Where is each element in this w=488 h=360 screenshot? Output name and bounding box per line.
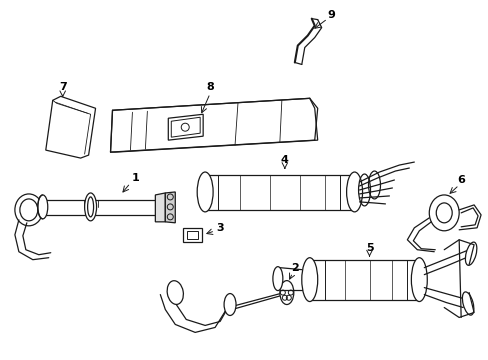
Polygon shape [110, 98, 317, 152]
Text: 5: 5 [365, 243, 372, 253]
Polygon shape [46, 96, 95, 158]
Text: 4: 4 [280, 155, 288, 165]
Text: 1: 1 [131, 173, 139, 183]
Ellipse shape [197, 172, 213, 212]
Text: 3: 3 [216, 223, 224, 233]
Polygon shape [155, 193, 165, 222]
Ellipse shape [410, 258, 427, 302]
Ellipse shape [462, 292, 473, 315]
Ellipse shape [167, 281, 183, 305]
Ellipse shape [301, 258, 317, 302]
Ellipse shape [465, 242, 476, 265]
Ellipse shape [346, 172, 362, 212]
Text: 7: 7 [59, 82, 66, 93]
Ellipse shape [272, 267, 282, 291]
Text: 2: 2 [290, 263, 298, 273]
Polygon shape [171, 117, 200, 137]
Text: 9: 9 [327, 10, 335, 20]
Text: 6: 6 [456, 175, 464, 185]
Ellipse shape [428, 195, 458, 231]
Ellipse shape [279, 280, 293, 305]
Polygon shape [165, 192, 175, 223]
Polygon shape [168, 114, 203, 140]
Text: 8: 8 [206, 82, 214, 93]
Ellipse shape [224, 293, 236, 315]
Polygon shape [187, 231, 198, 239]
Ellipse shape [15, 194, 42, 226]
Polygon shape [183, 228, 202, 242]
Ellipse shape [38, 195, 48, 219]
Ellipse shape [84, 193, 96, 221]
